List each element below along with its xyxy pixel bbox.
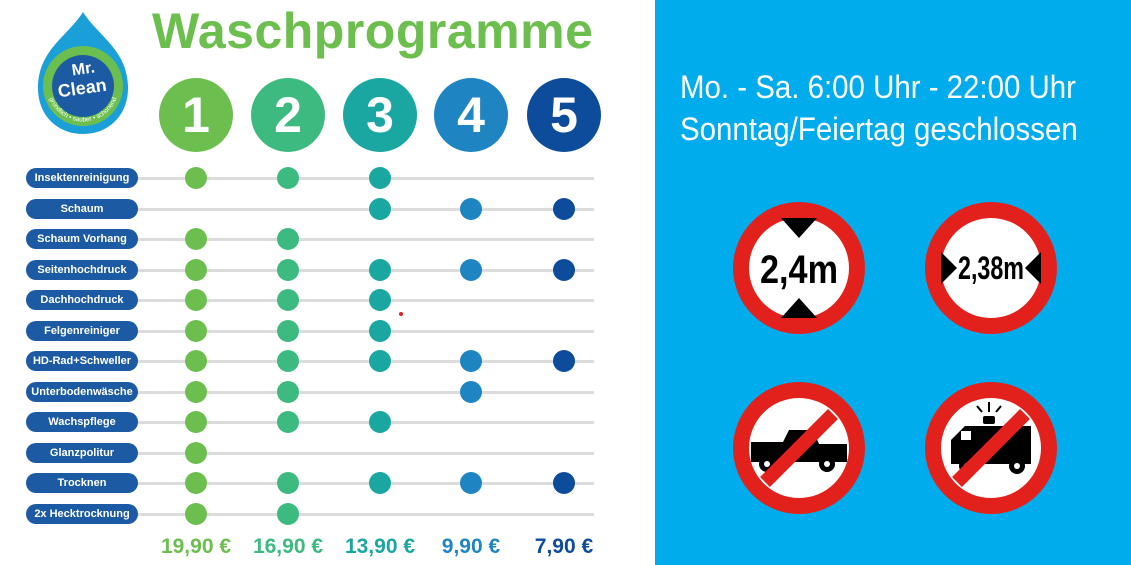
feature-dot-program-1 <box>185 441 207 464</box>
width-limit-sign: 2,38m <box>925 202 1057 334</box>
feature-row: Wachspflege <box>0 411 600 433</box>
feature-row: Glanzpolitur <box>0 441 600 464</box>
feature-row: Trocknen <box>0 472 600 494</box>
hours-sunday: Sonntag/Feiertag geschlossen <box>680 111 1078 147</box>
feature-dot-program-3 <box>369 472 391 494</box>
row-line <box>128 482 594 485</box>
feature-dot-program-4 <box>460 258 482 281</box>
feature-row: HD-Rad+Schweller <box>0 350 600 372</box>
feature-dot-program-1 <box>185 289 207 311</box>
feature-dot-program-2 <box>277 411 299 433</box>
feature-dot-program-3 <box>369 197 391 220</box>
feature-row: Felgenreiniger <box>0 319 600 342</box>
feature-dot-program-1 <box>185 258 207 281</box>
row-line <box>128 207 594 211</box>
feature-dot-program-5 <box>553 472 575 494</box>
feature-dot-program-3 <box>369 411 391 433</box>
row-line <box>128 299 594 302</box>
program-1-badge: 1 <box>159 78 233 152</box>
feature-dot-program-2 <box>277 167 299 189</box>
price-program-5: 7,90 € <box>534 535 594 558</box>
feature-dot-program-2 <box>277 319 299 342</box>
feature-row: Unterbodenwäsche <box>0 380 600 403</box>
feature-label: Schaum <box>26 198 138 219</box>
feature-dot-program-3 <box>369 258 391 281</box>
height-limit-sign: 2,4m <box>733 202 865 334</box>
feature-row: Dachhochdruck <box>0 289 600 311</box>
row-line <box>128 451 594 455</box>
feature-label: Wachspflege <box>26 412 138 432</box>
hours-weekdays: Mo. - Sa. 6:00 Uhr - 22:00 Uhr <box>680 69 1076 105</box>
feature-dot-program-5 <box>553 350 575 372</box>
feature-dot-program-2 <box>277 502 299 525</box>
feature-row: 2x Hecktrocknung <box>0 502 600 525</box>
feature-dot-program-4 <box>460 380 482 403</box>
row-line <box>128 268 594 272</box>
feature-dot-program-2 <box>277 472 299 494</box>
feature-row: Insektenreinigung <box>0 167 600 189</box>
width-limit-value: 2,38m <box>958 250 1024 286</box>
price-program-1: 19,90 € <box>160 535 232 558</box>
mr-clean-logo: Mr. Clean gründlich • sauber • schonend <box>38 12 128 134</box>
feature-dot-program-1 <box>185 502 207 525</box>
feature-dot-program-1 <box>185 380 207 403</box>
program-2-badge: 2 <box>251 78 325 152</box>
row-line <box>128 390 594 394</box>
feature-dot-program-1 <box>185 319 207 342</box>
red-mark <box>399 312 403 316</box>
feature-label: Unterbodenwäsche <box>26 381 138 402</box>
feature-row: Seitenhochdruck <box>0 258 600 281</box>
feature-label: 2x Hecktrocknung <box>26 503 138 524</box>
feature-label: Seitenhochdruck <box>26 259 138 280</box>
no-emergency-van-sign <box>925 382 1057 514</box>
program-5-badge: 5 <box>527 78 601 152</box>
feature-label: Dachhochdruck <box>26 290 138 310</box>
feature-dot-program-2 <box>277 228 299 250</box>
row-line <box>128 360 594 363</box>
feature-label: Felgenreiniger <box>26 320 138 341</box>
feature-dot-program-2 <box>277 258 299 281</box>
feature-dot-program-1 <box>185 167 207 189</box>
feature-dot-program-1 <box>185 228 207 250</box>
row-line <box>128 421 594 424</box>
row-line <box>128 512 594 516</box>
feature-dot-program-3 <box>369 350 391 372</box>
feature-dot-program-2 <box>277 380 299 403</box>
no-pickup-truck-sign <box>733 382 865 514</box>
feature-dot-program-4 <box>460 197 482 220</box>
feature-dot-program-3 <box>369 167 391 189</box>
row-line <box>128 177 594 180</box>
feature-dot-program-4 <box>460 350 482 372</box>
feature-label: Trocknen <box>26 473 138 493</box>
feature-dot-program-1 <box>185 472 207 494</box>
page-title: Waschprogramme <box>152 3 594 59</box>
feature-dot-program-5 <box>553 258 575 281</box>
opening-hours: Mo. - Sa. 6:00 Uhr - 22:00 Uhr Sonntag/F… <box>680 66 1078 150</box>
feature-dot-program-2 <box>277 289 299 311</box>
row-line <box>128 329 594 333</box>
program-3-badge: 3 <box>343 78 417 152</box>
feature-label: Schaum Vorhang <box>26 229 138 249</box>
program-4-badge: 4 <box>434 78 508 152</box>
feature-dot-program-2 <box>277 350 299 372</box>
program-panel: Mr. Clean gründlich • sauber • schonend … <box>0 3 601 558</box>
feature-label: Insektenreinigung <box>26 168 138 188</box>
feature-label: HD-Rad+Schweller <box>26 351 138 371</box>
price-program-3: 13,90 € <box>344 535 416 558</box>
feature-label: Glanzpolitur <box>26 442 138 463</box>
feature-dot-program-1 <box>185 411 207 433</box>
feature-row: Schaum Vorhang <box>0 228 600 250</box>
price-program-2: 16,90 € <box>252 535 324 558</box>
price-program-4: 9,90 € <box>441 535 501 558</box>
feature-dot-program-3 <box>369 319 391 342</box>
logo-line1: Mr. <box>71 59 96 79</box>
feature-dot-program-3 <box>369 289 391 311</box>
feature-dot-program-5 <box>553 197 575 220</box>
height-limit-value: 2,4m <box>760 248 838 292</box>
feature-row: Schaum <box>0 197 600 220</box>
feature-dot-program-4 <box>460 472 482 494</box>
feature-dot-program-1 <box>185 350 207 372</box>
row-line <box>128 238 594 241</box>
